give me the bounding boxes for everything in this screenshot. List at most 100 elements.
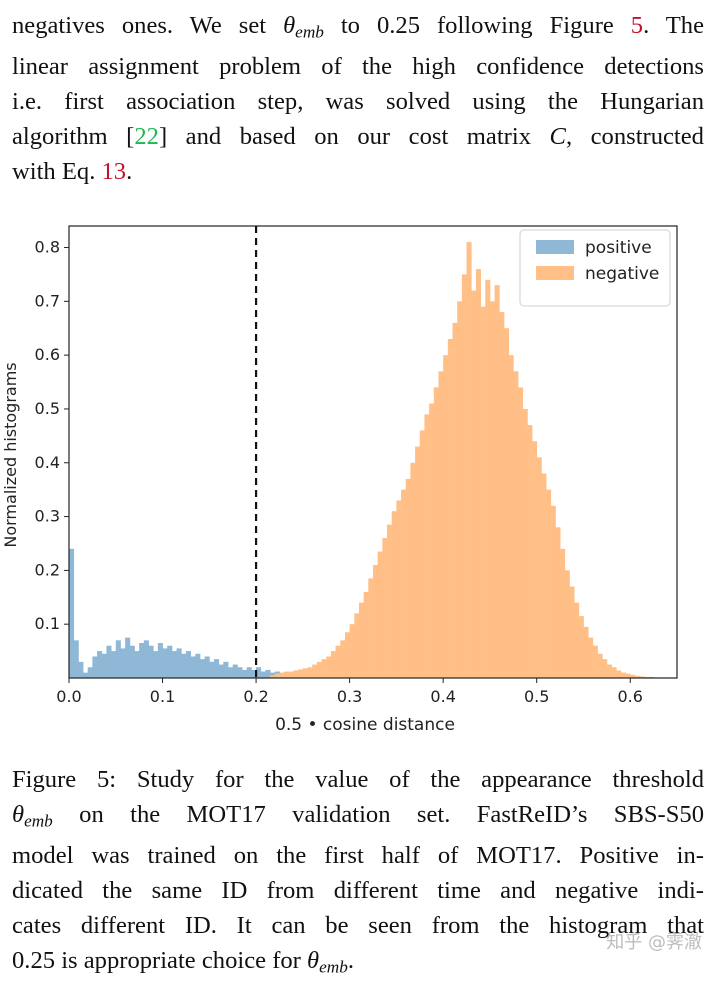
- histogram-bar-negative: [485, 279, 491, 678]
- histogram-bar-negative: [302, 668, 308, 678]
- intro-line-1: negatives ones. We set θemb to 0.25 foll…: [12, 8, 704, 49]
- histogram-bar-positive: [181, 653, 187, 678]
- caption-line-3: model was trained on the first half of M…: [12, 842, 704, 870]
- histogram-bar-positive: [125, 637, 131, 678]
- math-theta: θ: [283, 12, 296, 39]
- legend: positive negative: [519, 229, 671, 307]
- y-tick-label: 0.3: [35, 507, 60, 526]
- histogram-bar-positive: [204, 656, 210, 678]
- histogram-bar-negative: [583, 626, 589, 678]
- histogram-bar-positive: [223, 661, 229, 678]
- histogram-bar-negative: [541, 473, 547, 678]
- figure-ref-link[interactable]: 5: [630, 12, 644, 39]
- citation-link[interactable]: 22: [134, 123, 159, 151]
- histogram-bar-positive: [185, 651, 191, 678]
- histogram-bar-negative: [536, 457, 542, 678]
- intro-text: , constructed: [565, 123, 704, 151]
- y-tick-label: 0.6: [35, 345, 60, 364]
- x-tick-label: 0.2: [243, 687, 268, 706]
- y-tick-label: 0.8: [35, 238, 60, 257]
- histogram-bar-positive: [69, 548, 75, 678]
- histogram-bar-negative: [274, 673, 280, 678]
- histogram-bar-positive: [120, 648, 126, 678]
- histogram-bar-negative: [284, 671, 290, 678]
- histogram-bar-positive: [171, 651, 177, 678]
- histogram-bar-positive: [106, 645, 112, 678]
- histogram-bar-negative: [377, 551, 383, 678]
- intro-text: with Eq.: [12, 158, 102, 186]
- histogram-bar-negative: [429, 403, 435, 678]
- histogram-bar-positive: [73, 640, 79, 678]
- histogram-bar-positive: [256, 667, 262, 678]
- histogram-bar-negative: [330, 651, 336, 678]
- histogram-bar-negative: [527, 425, 533, 678]
- caption-line-5: cates different ID. It can be seen from …: [12, 912, 704, 940]
- histogram-bar-negative: [634, 675, 640, 678]
- intro-paragraph: negatives ones. We set θemb to 0.25 foll…: [12, 8, 704, 189]
- histogram-bar-positive: [218, 664, 224, 678]
- caption-line-4: dicated the same ID from different time …: [12, 877, 704, 905]
- intro-line-3: i.e. first association step, was solved …: [12, 88, 704, 116]
- caption-text: .: [347, 947, 354, 975]
- math-theta: θ: [307, 947, 320, 975]
- histogram-bar-positive: [83, 672, 89, 678]
- histogram-bar-negative: [387, 524, 393, 678]
- caption-line-6: 0.25 is appropriate choice for θemb.: [12, 943, 704, 984]
- histogram-bar-positive: [134, 651, 140, 678]
- watermark: 知乎 @霁澈: [606, 932, 702, 953]
- histogram-bar-negative: [475, 269, 481, 678]
- histogram-bar-negative: [419, 430, 425, 678]
- math-subscript-emb: emb: [319, 957, 348, 977]
- x-tick-label: 0.6: [618, 687, 643, 706]
- histogram-bar-positive: [242, 669, 248, 678]
- histogram-bar-positive: [176, 648, 182, 678]
- histogram-bar-positive: [246, 667, 252, 678]
- intro-line-5: with Eq. 13.: [12, 154, 704, 189]
- histogram-bar-positive: [237, 667, 243, 678]
- legend-label-negative: negative: [585, 264, 659, 284]
- histogram-bar-negative: [312, 664, 318, 678]
- histogram-bar-positive: [139, 643, 145, 678]
- histogram-bar-negative: [368, 578, 374, 678]
- legend-label-positive: positive: [585, 238, 652, 258]
- histogram-bar-positive: [111, 651, 117, 678]
- histogram-bar-positive: [260, 671, 266, 678]
- histogram-bar-negative: [270, 675, 276, 678]
- histogram-bar-negative: [471, 290, 477, 678]
- histogram-bar-negative: [433, 387, 439, 678]
- equation-ref-link[interactable]: 13: [101, 158, 127, 186]
- histogram-bar-negative: [546, 489, 552, 678]
- histogram-bar-positive: [251, 669, 257, 678]
- histogram-bar-positive: [190, 656, 196, 678]
- histogram-bar-negative: [564, 570, 570, 678]
- histogram-bar-negative: [335, 645, 341, 678]
- histogram-bar-positive: [232, 664, 238, 678]
- histogram-bar-negative: [279, 672, 285, 678]
- histogram-bar-positive: [101, 653, 107, 678]
- histogram-bar-negative: [578, 616, 584, 678]
- histogram-bar-negative: [611, 667, 617, 678]
- histogram-bar-negative: [597, 653, 603, 678]
- intro-text: negatives ones. We set: [12, 12, 284, 39]
- histogram-bar-positive: [157, 643, 163, 678]
- histogram-bar-positive: [167, 645, 173, 678]
- histogram-bar-positive: [213, 659, 220, 678]
- plot-frame: [68, 225, 678, 679]
- histogram-bars: [69, 242, 659, 678]
- histogram-bar-negative: [405, 478, 411, 678]
- figure-caption: Figure 5: Study for the value of the app…: [12, 762, 704, 985]
- histogram-bar-negative: [620, 672, 626, 678]
- histogram-bar-negative: [396, 500, 402, 678]
- caption-text: on the MOT17 validation set. FastReID’s …: [52, 801, 704, 828]
- histogram-bar-negative: [424, 414, 430, 678]
- histogram-bar-positive: [148, 645, 154, 678]
- y-axis-label: Normalized histograms: [1, 362, 20, 547]
- histogram-bar-negative: [391, 511, 397, 678]
- legend-swatch-positive: [536, 240, 574, 254]
- histogram-bar-negative: [307, 667, 313, 678]
- histogram-bar-negative: [358, 602, 365, 678]
- histogram-bar-negative: [321, 659, 327, 678]
- intro-line-4: algorithm [22] and based on our cost mat…: [12, 119, 704, 154]
- histogram-bar-negative: [616, 670, 622, 678]
- histogram-bar-negative: [288, 671, 294, 678]
